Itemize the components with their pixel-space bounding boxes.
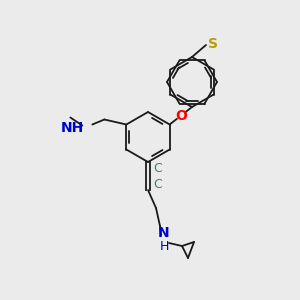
Text: NH: NH: [61, 121, 84, 134]
Text: S: S: [208, 37, 218, 51]
Text: O: O: [175, 109, 187, 123]
Text: H: H: [159, 240, 169, 253]
Text: C: C: [153, 161, 162, 175]
Text: C: C: [153, 178, 162, 190]
Text: N: N: [158, 226, 170, 240]
